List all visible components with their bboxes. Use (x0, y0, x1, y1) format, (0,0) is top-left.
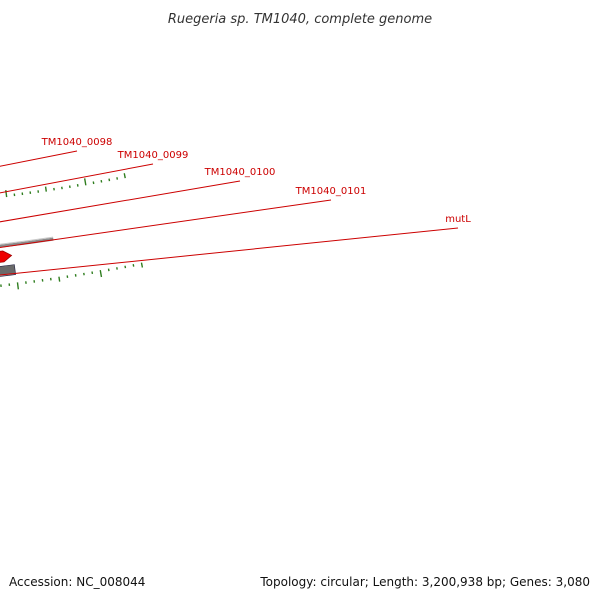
tick-mark (16, 282, 20, 290)
gene-labels: TM1040_0098 TM1040_0099 TM1040_0100 TM1040_… (0, 137, 471, 276)
gene-label-leader (0, 180, 241, 223)
gene-label-leader (0, 199, 332, 248)
gene-label: TM1040_0099 (117, 150, 189, 161)
tick-mark (140, 262, 144, 268)
tick-mark (44, 186, 47, 192)
tick-mark (5, 190, 8, 198)
gene-label: TM1040_0101 (295, 186, 367, 197)
tick-mark (83, 178, 87, 186)
tick-mark (99, 269, 103, 278)
tick-mark (123, 173, 126, 179)
cds-track (0, 250, 13, 263)
cds-arrow (0, 250, 13, 263)
map-title: Ruegeria sp. TM1040, complete genome (168, 12, 432, 27)
tick-marks (0, 173, 144, 290)
gene-label: TM1040_0098 (41, 137, 113, 148)
gene-label: mutL (445, 214, 471, 225)
genome-summary-text: Topology: circular; Length: 3,200,938 bp… (259, 575, 590, 589)
tick-mark (58, 276, 61, 282)
gene-label-leader (0, 227, 459, 276)
gene-label-leader (0, 163, 154, 194)
accession-text: Accession: NC_008044 (9, 575, 145, 589)
gene-label: TM1040_0100 (204, 167, 276, 178)
